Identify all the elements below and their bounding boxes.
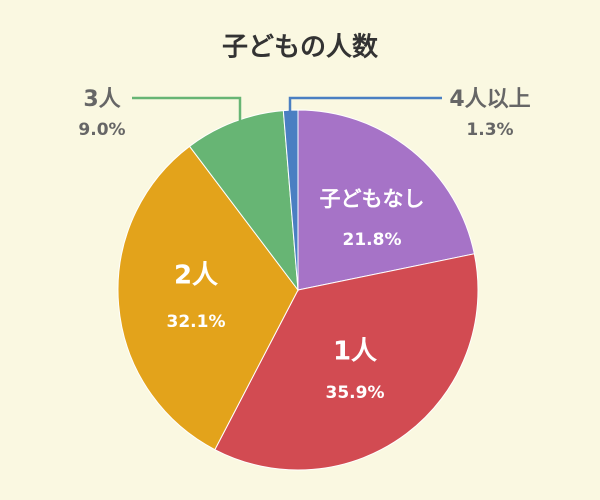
slice-label: 子どもなし xyxy=(320,187,425,211)
slice-label: 3人 xyxy=(83,87,120,112)
chart-title: 子どもの人数 xyxy=(222,33,379,63)
pie-slice xyxy=(188,110,299,292)
value-label: 35.9% xyxy=(326,383,385,403)
value-label: 32.1% xyxy=(167,312,226,332)
leader-line xyxy=(132,96,242,122)
slice-label: 2人 xyxy=(174,261,218,291)
value-label: 21.8% xyxy=(343,230,402,250)
slice-label: 4人以上 xyxy=(449,87,530,112)
leader-line xyxy=(288,96,442,116)
pie-slice xyxy=(214,253,479,471)
value-label: 1.3% xyxy=(466,120,513,140)
pie-slice xyxy=(117,145,299,451)
value-label: 9.0% xyxy=(78,120,125,140)
pie-slice xyxy=(297,109,475,291)
slice-label: 1人 xyxy=(333,337,377,367)
